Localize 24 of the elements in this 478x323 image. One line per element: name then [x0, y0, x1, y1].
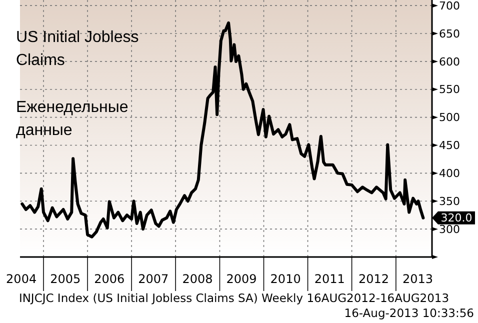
y-tick-label: 500	[439, 111, 460, 124]
y-tick-label: 350	[439, 194, 460, 208]
x-tick-label: 2007	[138, 272, 169, 286]
x-tick-label: 2004	[6, 272, 37, 286]
x-tick-label: 2006	[94, 272, 125, 286]
x-tick-label: 2013	[402, 272, 434, 286]
y-tick-label: 400	[439, 167, 460, 180]
text: Еженедельные данные	[16, 99, 128, 139]
y-tick-label: 700	[439, 0, 460, 12]
x-tick-label: 2010	[270, 272, 301, 286]
text: 320.0	[440, 212, 472, 225]
y-tick-label: 450	[439, 139, 460, 152]
x-tick-label: 2005	[50, 272, 81, 286]
x-tick-label: 2008	[182, 272, 213, 286]
text: INJCJC Index (US Initial Jobless Claims SA) Weekly 16AUG2012-16AUG2013	[18, 291, 450, 305]
text: US Initial Jobless Claims	[16, 29, 139, 69]
text: 16-Aug-2013 10:33:56	[344, 306, 474, 320]
x-tick-label: 2012	[358, 272, 390, 286]
y-tick-label: 300	[439, 222, 460, 236]
x-tick-label: 2011	[314, 272, 345, 286]
x-tick-label: 2009	[226, 272, 257, 286]
y-tick-label: 650	[439, 27, 460, 40]
y-tick-label: 550	[439, 83, 460, 96]
y-tick-label: 600	[439, 55, 460, 68]
